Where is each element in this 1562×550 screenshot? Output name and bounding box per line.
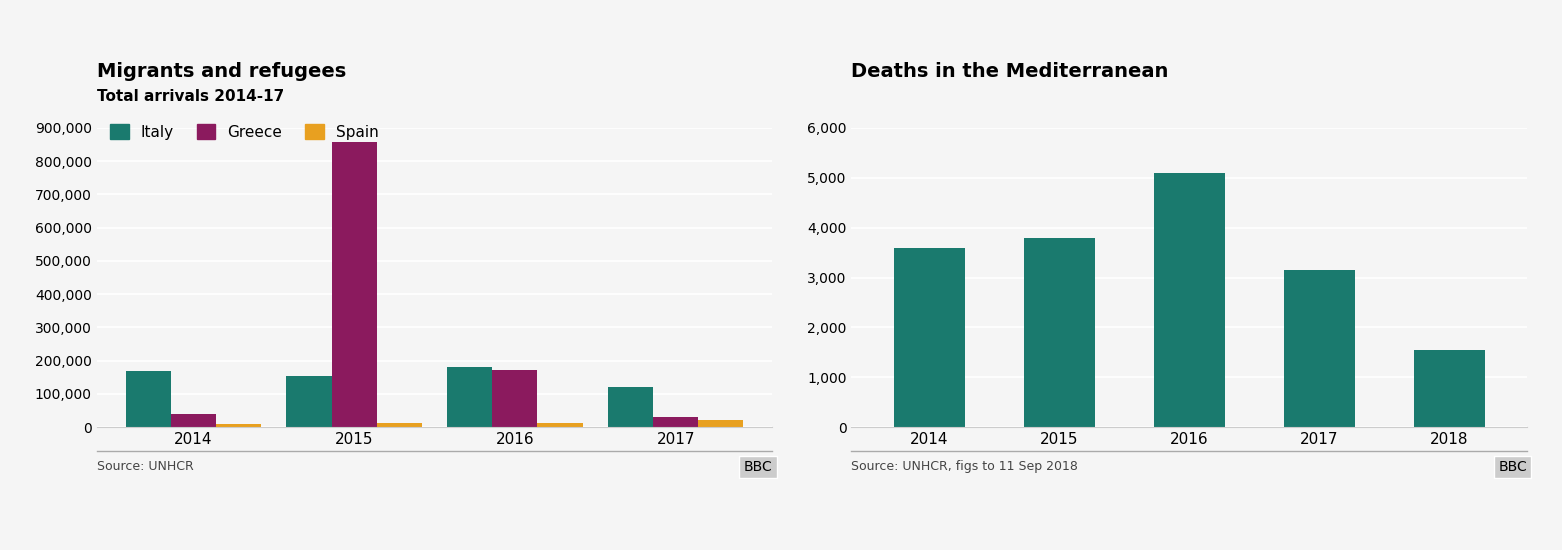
Text: Migrants and refugees: Migrants and refugees: [97, 62, 345, 81]
Text: Source: UNHCR, figs to 11 Sep 2018: Source: UNHCR, figs to 11 Sep 2018: [851, 460, 1078, 473]
Bar: [216, 424, 261, 427]
Text: Source: UNHCR: Source: UNHCR: [97, 460, 194, 473]
Text: BBC: BBC: [1498, 460, 1528, 474]
Bar: [1414, 350, 1485, 427]
Bar: [653, 417, 698, 427]
Bar: [608, 388, 653, 427]
Bar: [1284, 270, 1356, 427]
Bar: [376, 422, 422, 427]
Bar: [286, 376, 331, 427]
Text: BBC: BBC: [744, 460, 772, 474]
Bar: [125, 371, 170, 427]
Bar: [170, 414, 216, 427]
Bar: [893, 248, 965, 427]
Bar: [698, 420, 744, 427]
Legend: Italy, Greece, Spain: Italy, Greece, Spain: [105, 118, 384, 146]
Bar: [331, 142, 376, 427]
Text: Total arrivals 2014-17: Total arrivals 2014-17: [97, 89, 284, 104]
Bar: [492, 370, 537, 427]
Bar: [1023, 238, 1095, 427]
Bar: [537, 422, 583, 427]
Text: Deaths in the Mediterranean: Deaths in the Mediterranean: [851, 62, 1168, 81]
Bar: [1154, 173, 1225, 427]
Bar: [447, 367, 492, 427]
